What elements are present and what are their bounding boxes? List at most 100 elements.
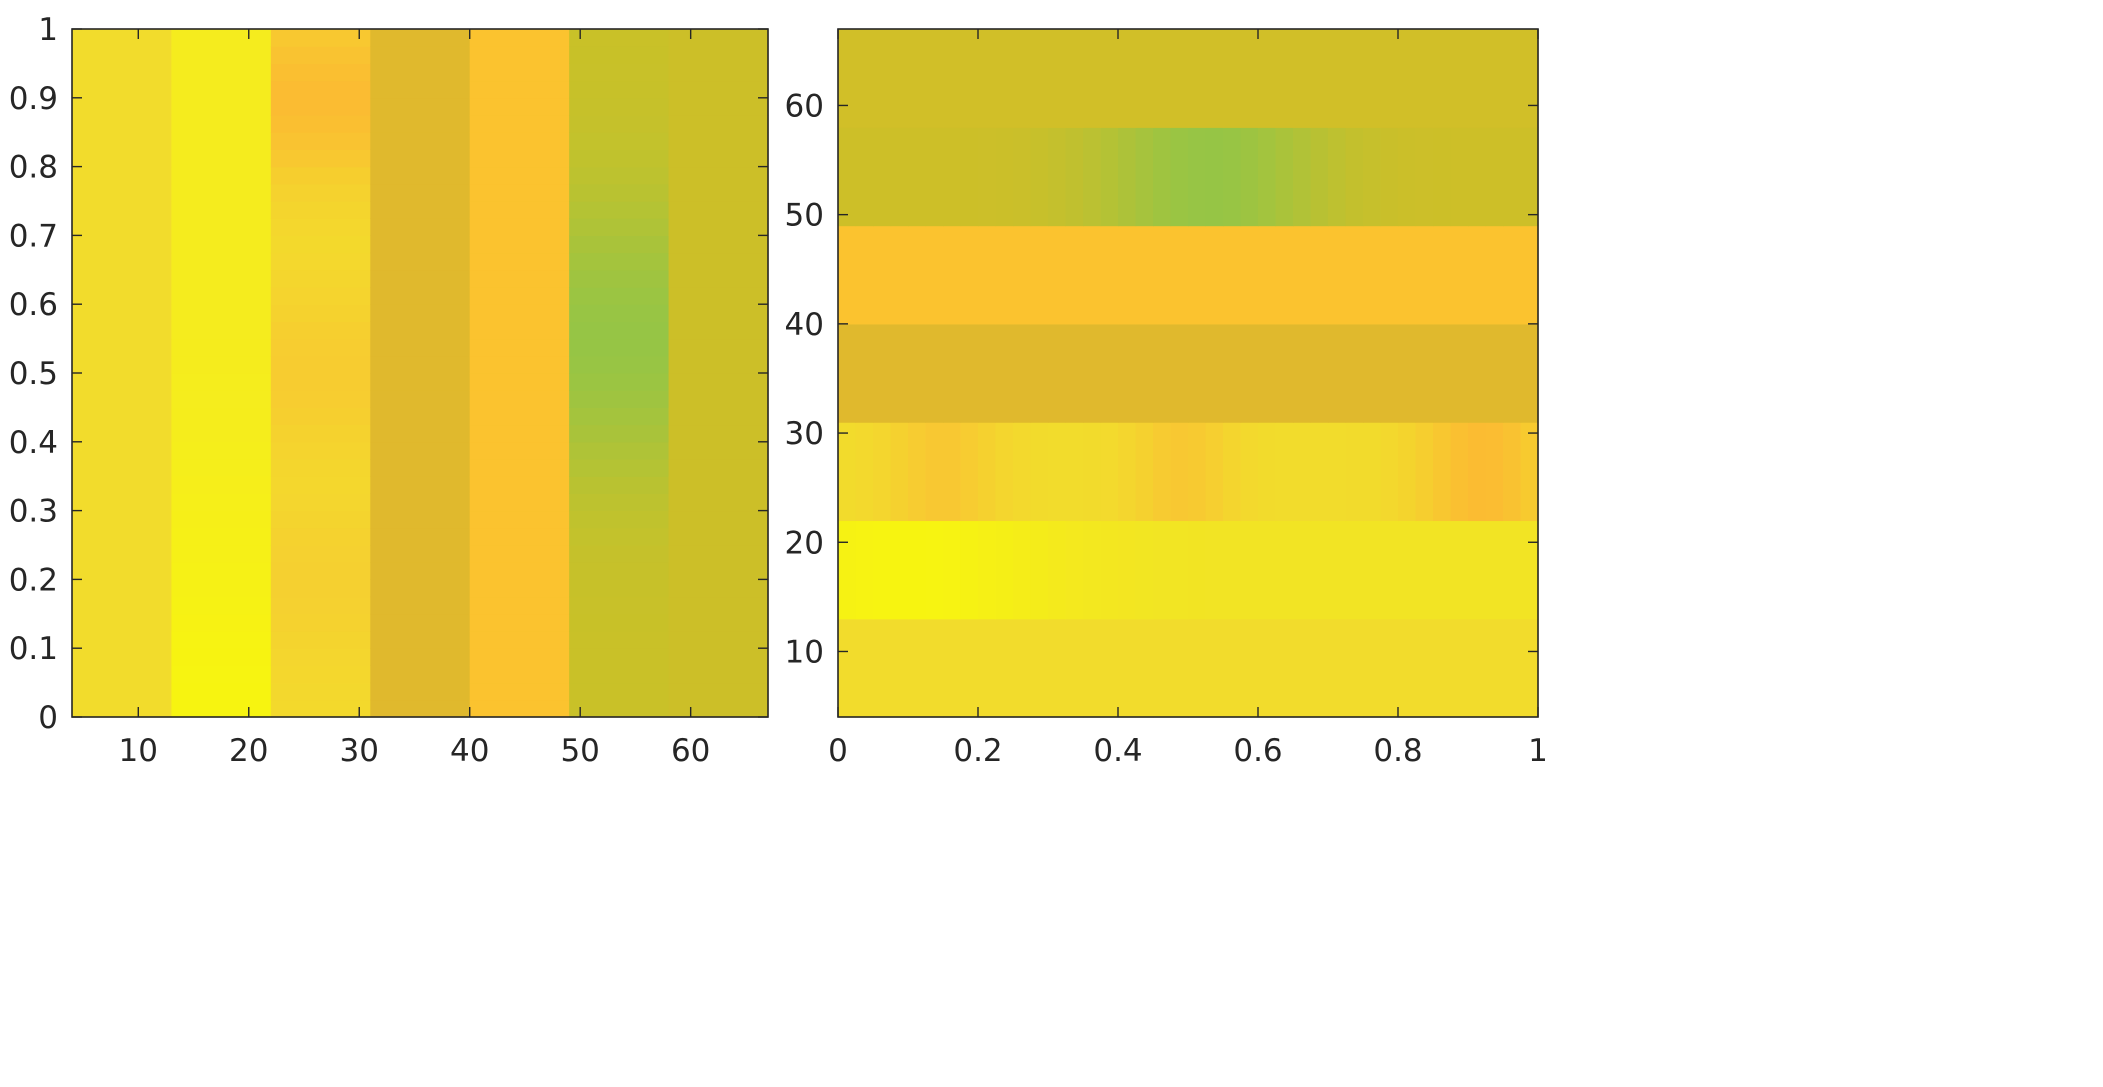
heatmap-cell-band-2 <box>171 235 272 254</box>
heatmap-cell-band-4 <box>1415 323 1434 423</box>
heatmap-cell-band-2 <box>1415 520 1434 620</box>
heatmap-cell-band-1 <box>1153 618 1172 718</box>
y-tick-label: 20 <box>785 525 824 561</box>
heatmap-cell-band-2 <box>1503 520 1522 620</box>
heatmap-cell-band-1 <box>72 682 173 701</box>
heatmap-cell-band-6 <box>569 682 670 701</box>
heatmap-cell-band-1 <box>1485 618 1504 718</box>
heatmap-cell-band-2 <box>171 665 272 684</box>
heatmap-cell-band-6 <box>925 127 944 227</box>
x-tick-label: 0.4 <box>1093 733 1142 769</box>
heatmap-cell-band-3 <box>978 422 997 522</box>
heatmap-cell-band-4 <box>370 648 471 666</box>
heatmap-cell-band-2 <box>838 520 857 620</box>
heatmap-cell-band-6 <box>908 127 927 227</box>
heatmap-cell-band-7 <box>1380 29 1399 128</box>
heatmap-cell-band-7 <box>668 407 769 426</box>
heatmap-cell-band-6 <box>1013 127 1032 227</box>
heatmap-cell-band-4 <box>370 338 471 357</box>
heatmap-cell-band-6 <box>569 510 670 529</box>
heatmap-cell-band-2 <box>1258 520 1277 620</box>
heatmap-cell-band-6 <box>1468 127 1487 227</box>
heatmap-cell-band-5 <box>925 225 944 325</box>
heatmap-cell-band-5 <box>1188 225 1207 325</box>
heatmap-cell-band-3 <box>270 665 371 684</box>
heatmap-cell-band-7 <box>873 29 892 128</box>
heatmap-cell-band-2 <box>171 682 272 701</box>
heatmap-cell-band-1 <box>1013 618 1032 718</box>
heatmap-cell-band-1 <box>1100 618 1119 718</box>
heatmap-cell-band-3 <box>270 476 371 494</box>
heatmap-cell-band-5 <box>1345 225 1364 325</box>
heatmap-cell-band-3 <box>270 545 371 563</box>
heatmap-cell-band-6 <box>569 476 670 494</box>
heatmap-cell-band-4 <box>370 287 471 305</box>
heatmap-cell-band-3 <box>1153 422 1172 522</box>
heatmap-cell-band-7 <box>668 252 769 271</box>
heatmap-cell-band-5 <box>855 225 874 325</box>
heatmap-cell-band-2 <box>171 218 272 236</box>
y-tick-label: 0.6 <box>9 287 58 323</box>
heatmap-cell-band-5 <box>469 304 570 322</box>
heatmap-cell-band-4 <box>943 323 962 423</box>
heatmap-cell-band-1 <box>72 459 173 477</box>
heatmap-cell-band-7 <box>1013 29 1032 128</box>
heatmap-cell-band-2 <box>1380 520 1399 620</box>
heatmap-cell-band-5 <box>943 225 962 325</box>
heatmap-cell-band-7 <box>1223 29 1242 128</box>
heatmap-cell-band-7 <box>668 201 769 219</box>
heatmap-cell-band-2 <box>171 562 272 580</box>
heatmap-cell-band-2 <box>171 579 272 598</box>
heatmap-cell-band-5 <box>1170 225 1189 325</box>
heatmap-cell-band-1 <box>72 493 173 512</box>
heatmap-cell-band-2 <box>1135 520 1154 620</box>
heatmap-cell-band-3 <box>855 422 874 522</box>
heatmap-cell-band-6 <box>1170 127 1189 227</box>
heatmap-cell-band-1 <box>72 355 173 374</box>
heatmap-cell-band-2 <box>171 115 272 133</box>
heatmap-cell-band-4 <box>1345 323 1364 423</box>
heatmap-cell-band-4 <box>370 183 471 202</box>
heatmap-cell-band-6 <box>1520 127 1539 227</box>
y-tick-label: 0.7 <box>9 218 58 254</box>
heatmap-cell-band-5 <box>469 596 570 615</box>
heatmap-cell-band-1 <box>1468 618 1487 718</box>
heatmap-cell-band-1 <box>1030 618 1049 718</box>
heatmap-cell-band-7 <box>668 63 769 82</box>
heatmap-cell-band-1 <box>1048 618 1067 718</box>
heatmap-cell-band-1 <box>908 618 927 718</box>
heatmap-cell-band-6 <box>1275 127 1294 227</box>
heatmap-cell-band-6 <box>1065 127 1084 227</box>
heatmap-cell-band-2 <box>171 183 272 202</box>
heatmap-cell-band-6 <box>978 127 997 227</box>
heatmap-cell-band-1 <box>1135 618 1154 718</box>
heatmap-cell-band-7 <box>1520 29 1539 128</box>
heatmap-cell-band-4 <box>370 613 471 632</box>
heatmap-cell-band-5 <box>469 132 570 150</box>
heatmap-cell-band-6 <box>1398 127 1417 227</box>
heatmap-cell-band-2 <box>171 166 272 185</box>
heatmap-cell-band-7 <box>908 29 927 128</box>
heatmap-cell-band-6 <box>569 29 670 47</box>
heatmap-cell-band-7 <box>1083 29 1102 128</box>
heatmap-cell-band-3 <box>270 631 371 649</box>
heatmap-cell-band-1 <box>72 441 173 460</box>
heatmap-cell-band-2 <box>171 201 272 219</box>
heatmap-cell-band-3 <box>1450 422 1469 522</box>
heatmap-cell-band-5 <box>469 201 570 219</box>
heatmap-cell-band-4 <box>838 323 857 423</box>
heatmap-cell-band-5 <box>1100 225 1119 325</box>
x-tick-label: 40 <box>450 733 489 769</box>
heatmap-cell-band-2 <box>171 476 272 494</box>
heatmap-cell-band-5 <box>469 115 570 133</box>
y-tick-label: 1 <box>38 12 58 48</box>
heatmap-cell-band-5 <box>469 338 570 357</box>
heatmap-panel-right: 0 0.2 0.4 0.6 0.8 1 10 20 30 40 50 60 <box>785 28 1548 769</box>
heatmap-cell-band-3 <box>1065 422 1084 522</box>
y-tick-label: 0.2 <box>9 562 58 598</box>
heatmap-cell-band-1 <box>72 201 173 219</box>
heatmap-cell-band-1 <box>995 618 1014 718</box>
heatmap-cell-band-7 <box>1048 29 1067 128</box>
heatmap-cell-band-7 <box>668 80 769 99</box>
heatmap-cell-band-1 <box>72 97 173 116</box>
